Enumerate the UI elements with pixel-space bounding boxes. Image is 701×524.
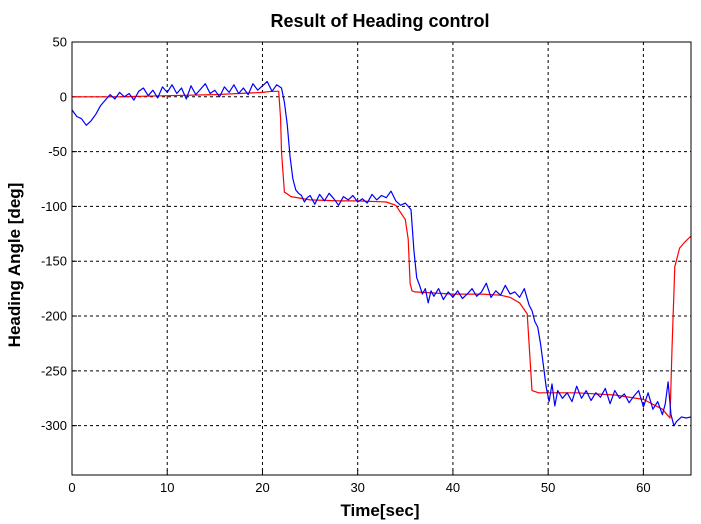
- x-tick-label: 60: [636, 480, 650, 495]
- x-tick-label: 0: [68, 480, 75, 495]
- red-series-line: [72, 90, 692, 419]
- y-axis-label: Heading Angle [deg]: [5, 183, 24, 348]
- y-tick-label: 0: [60, 89, 67, 104]
- x-axis-label: Time[sec]: [340, 501, 419, 520]
- tick-labels: 0 10 20 30 40 50 60 50 0 -50 -100 -150 -200 -250 -300: [41, 35, 651, 496]
- y-tick-label: -300: [41, 418, 67, 433]
- x-tick-label: 50: [541, 480, 555, 495]
- y-tick-label: -100: [41, 199, 67, 214]
- blue-series-line: [71, 80, 692, 427]
- x-tick-label: 30: [350, 480, 364, 495]
- y-tick-label: -200: [41, 309, 67, 324]
- grid: [71, 41, 691, 475]
- chart-title: Result of Heading control: [270, 11, 489, 31]
- series-lines: [71, 80, 692, 427]
- x-tick-label: 40: [446, 480, 460, 495]
- y-tick-label: -250: [41, 363, 67, 378]
- x-tick-label: 10: [160, 480, 174, 495]
- plot-frame: [71, 41, 692, 476]
- y-tick-label: -150: [41, 254, 67, 269]
- y-tick-label: -50: [48, 144, 67, 159]
- y-tick-label: 50: [53, 35, 67, 50]
- x-tick-label: 20: [255, 480, 269, 495]
